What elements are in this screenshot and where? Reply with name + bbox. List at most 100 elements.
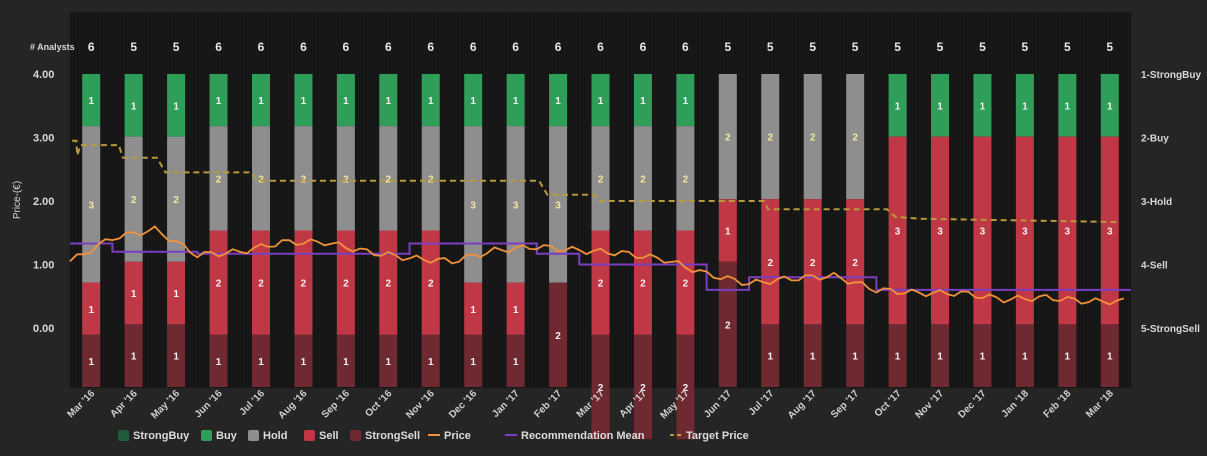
bar-segment-sell: [379, 230, 398, 335]
analyst-count: 6: [427, 40, 434, 54]
bar-segment-buy: [1058, 74, 1077, 137]
analyst-count: 5: [1064, 40, 1071, 54]
bar-segment-buy: [973, 74, 992, 137]
analyst-count: 6: [682, 40, 689, 54]
legend-swatch-buy: [201, 430, 212, 441]
bar-segment-buy: [336, 74, 355, 127]
bar-segment-buy: [1015, 74, 1034, 137]
legend-swatch-strongsell: [350, 430, 361, 441]
bar-segment-buy: [888, 74, 907, 137]
bar-data-label: 2: [725, 320, 731, 331]
bar-segment-sell: [294, 230, 313, 335]
legend-swatch-hold: [248, 430, 259, 441]
bar-data-label: 2: [428, 279, 434, 290]
y-tick-label: 3.00: [33, 133, 54, 145]
bar-segment-buy: [1100, 74, 1119, 137]
analyst-count: 5: [894, 40, 901, 54]
bar-data-label: 1: [980, 101, 986, 112]
bar-data-label: 1: [131, 101, 137, 112]
bar-segment-buy: [464, 74, 483, 127]
analyst-count: 6: [555, 40, 562, 54]
bar-data-label: 2: [216, 174, 222, 185]
bar-data-label: 2: [810, 258, 816, 269]
analyst-count: 6: [512, 40, 519, 54]
legend-label: Hold: [263, 430, 287, 442]
bar-data-label: 1: [88, 305, 94, 316]
bar-data-label: 1: [810, 352, 816, 363]
bar-segment-sell: [1058, 136, 1077, 325]
bar-segment-strongsell: [1015, 324, 1034, 387]
bar-data-label: 3: [88, 200, 94, 211]
bar-data-label: 1: [428, 96, 434, 107]
bar-segment-strongsell: [506, 334, 525, 387]
bar-data-label: 1: [173, 289, 179, 300]
y-axis-title: Price-(€): [12, 181, 23, 219]
bar-data-label: 1: [173, 101, 179, 112]
bar-data-label: 1: [258, 357, 264, 368]
x-tick-label: Aug '16: [277, 388, 310, 421]
bar-segment-sell: [973, 136, 992, 325]
bar-data-label: 1: [386, 357, 392, 368]
bar-segment-hold: [379, 126, 398, 231]
bar-segment-hold: [209, 126, 228, 231]
x-tick-label: Sep '16: [320, 388, 353, 421]
analyst-count: 5: [1106, 40, 1113, 54]
bar-segment-hold: [803, 74, 822, 200]
bar-data-label: 2: [386, 279, 392, 290]
bar-data-label: 2: [852, 133, 858, 144]
bar-data-label: 2: [852, 258, 858, 269]
bar-data-label: 2: [386, 174, 392, 185]
bar-data-label: 1: [725, 227, 731, 238]
bar-data-label: 1: [980, 352, 986, 363]
bar-data-label: 2: [683, 383, 689, 394]
y-tick-label: 2.00: [33, 196, 54, 208]
bar-segment-sell: [1100, 136, 1119, 325]
analyst-count: 5: [173, 40, 180, 54]
rec-scale-label: 5-StrongSell: [1141, 324, 1200, 335]
x-tick-label: Jun '16: [193, 388, 225, 420]
bar-data-label: 1: [343, 96, 349, 107]
price-line: [69, 225, 1125, 306]
analyst-count: 6: [385, 40, 392, 54]
bar-segment-sell: [464, 282, 483, 335]
x-tick-label: Dec '17: [956, 388, 989, 421]
x-tick-label: Aug '17: [786, 388, 819, 421]
bar-segment-hold: [761, 74, 780, 200]
bar-segment-strongsell: [1100, 324, 1119, 387]
rec-scale-label: 1-StrongBuy: [1141, 70, 1201, 81]
bar-data-label: 3: [1022, 227, 1028, 238]
bar-data-label: 2: [216, 279, 222, 290]
bar-data-label: 2: [598, 174, 604, 185]
bar-segment-hold: [421, 126, 440, 231]
bar-data-label: 2: [767, 258, 773, 269]
bar-segment-hold: [718, 74, 737, 200]
bar-segment-sell: [591, 230, 610, 335]
bar-data-label: 2: [598, 383, 604, 394]
bar-segment-hold: [846, 74, 865, 200]
bar-data-label: 3: [937, 227, 943, 238]
target-price-line: [72, 139, 1117, 223]
bar-data-label: 1: [555, 96, 561, 107]
analyst-count: 5: [130, 40, 137, 54]
y-tick-label: 4.00: [33, 69, 54, 81]
legend-swatch-strongbuy: [118, 430, 129, 441]
bar-data-label: 3: [555, 200, 561, 211]
x-tick-label: Jun '17: [702, 388, 734, 420]
legend-label: Price: [444, 430, 471, 442]
x-tick-label: Dec '16: [447, 388, 480, 421]
x-tick-label: Mar '18: [1084, 388, 1116, 420]
bar-data-label: 2: [301, 279, 307, 290]
bar-segment-sell: [251, 230, 270, 335]
bar-segment-buy: [931, 74, 950, 137]
bar-data-label: 1: [470, 305, 476, 316]
bar-segment-buy: [379, 74, 398, 127]
bar-data-label: 1: [1065, 352, 1071, 363]
bar-data-label: 2: [640, 174, 646, 185]
bar-data-label: 2: [555, 331, 561, 342]
bar-segment-strongsell: [1058, 324, 1077, 387]
bar-segment-sell: [506, 282, 525, 335]
analyst-count: 6: [300, 40, 307, 54]
bar-data-label: 1: [683, 96, 689, 107]
bar-data-label: 3: [1065, 227, 1071, 238]
legend-label: Sell: [319, 430, 339, 442]
